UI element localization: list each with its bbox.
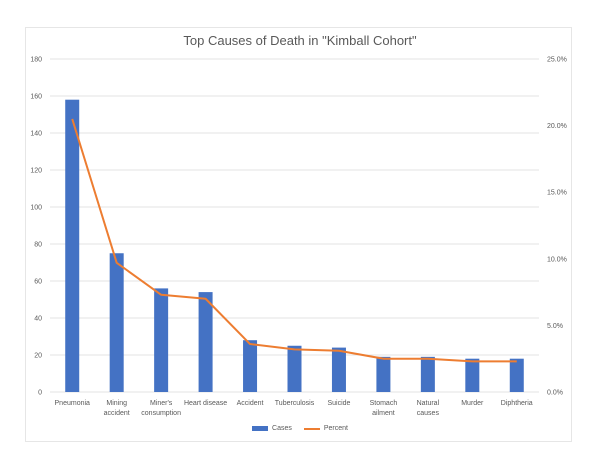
x-axis-label: Mining bbox=[106, 400, 127, 407]
x-axis-label: Pneumonia bbox=[55, 400, 91, 407]
legend-item-cases: Cases bbox=[252, 425, 292, 432]
x-axis-label: Murder bbox=[461, 400, 484, 407]
x-axis-label: Stomach bbox=[370, 400, 398, 407]
y2-axis-tick: 5.0% bbox=[547, 323, 563, 330]
y2-axis-tick: 0.0% bbox=[547, 390, 563, 397]
y2-axis-tick: 15.0% bbox=[547, 190, 567, 197]
bar-cases bbox=[420, 356, 435, 392]
x-axis-label: accident bbox=[104, 410, 130, 417]
x-axis-label: causes bbox=[417, 410, 440, 417]
bar-cases bbox=[376, 356, 391, 392]
x-axis-label: Natural bbox=[417, 400, 440, 407]
x-axis-label: Miner's bbox=[150, 400, 173, 407]
y-axis-tick: 120 bbox=[30, 168, 42, 175]
line-percent bbox=[71, 118, 517, 363]
bar-cases bbox=[65, 99, 80, 392]
bar-cases bbox=[331, 347, 346, 392]
bar-cases bbox=[154, 288, 169, 392]
x-axis-label: Heart disease bbox=[184, 400, 227, 407]
legend: Cases Percent bbox=[0, 425, 600, 432]
y-axis-tick: 0 bbox=[38, 390, 42, 397]
x-axis-label: ailment bbox=[372, 410, 395, 417]
bar-cases bbox=[198, 292, 213, 392]
bar-cases bbox=[243, 340, 258, 392]
legend-label-percent: Percent bbox=[323, 425, 348, 432]
cases-swatch-icon bbox=[252, 426, 269, 431]
x-axis-label: Accident bbox=[237, 400, 264, 407]
y-axis-tick: 100 bbox=[30, 205, 42, 212]
legend-label-cases: Cases bbox=[272, 425, 292, 432]
bar-cases bbox=[109, 253, 124, 392]
y-axis-tick: 140 bbox=[30, 131, 42, 138]
chart-title: Top Causes of Death in "Kimball Cohort" bbox=[183, 33, 417, 48]
x-axis-label: Suicide bbox=[327, 400, 350, 407]
bar-cases bbox=[509, 358, 524, 392]
y-axis-tick: 60 bbox=[34, 279, 42, 286]
y-axis-tick: 20 bbox=[34, 353, 42, 360]
y-axis-tick: 180 bbox=[30, 57, 42, 64]
y-axis-tick: 40 bbox=[34, 316, 42, 323]
y2-axis-tick: 10.0% bbox=[547, 256, 567, 263]
y2-axis-tick: 25.0% bbox=[547, 57, 567, 64]
y2-axis-tick: 20.0% bbox=[547, 123, 567, 130]
x-axis-label: consumption bbox=[141, 410, 181, 417]
percent-swatch-icon bbox=[303, 427, 320, 430]
bar-cases bbox=[465, 358, 480, 392]
y-axis-tick: 80 bbox=[34, 242, 42, 249]
bar-cases bbox=[287, 345, 302, 392]
y-axis-tick: 160 bbox=[30, 94, 42, 101]
x-axis-label: Tuberculosis bbox=[275, 400, 315, 407]
x-axis-label: Diphtheria bbox=[501, 400, 533, 407]
legend-item-percent: Percent bbox=[303, 425, 348, 432]
